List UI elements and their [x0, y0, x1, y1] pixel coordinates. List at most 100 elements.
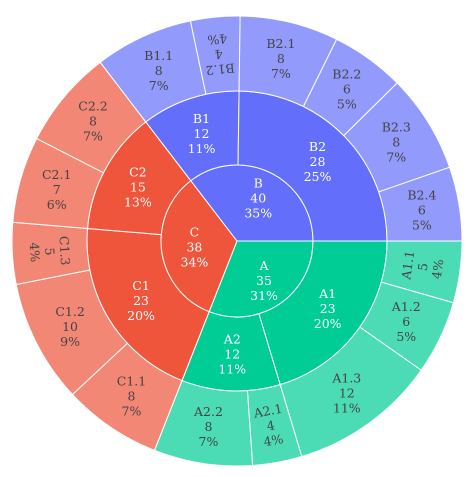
segment-value-b2-4: 6: [418, 202, 426, 217]
segment-name-a2: A2: [223, 331, 241, 346]
label-a1-2: A1.265%: [391, 299, 421, 344]
segment-percent-c1-2: 9%: [60, 334, 80, 349]
segment-value-c2: 15: [130, 179, 146, 194]
segment-percent-b1: 11%: [188, 141, 216, 156]
segment-value-a1-1: 5: [415, 262, 431, 272]
segment-percent-b2-3: 7%: [386, 150, 406, 165]
segment-value-a2: 12: [224, 346, 240, 361]
segment-c1-1[interactable]: [71, 342, 183, 451]
segment-c1-2[interactable]: [15, 269, 129, 396]
segment-percent-c1-1: 7%: [122, 403, 142, 418]
segment-percent-b2: 25%: [304, 169, 332, 184]
segment-value-a2-1: 4: [265, 417, 276, 433]
segment-percent-a2: 11%: [218, 361, 246, 376]
label-c1-3: C1.354%: [27, 235, 73, 265]
segment-percent-a2-1: 4%: [262, 431, 284, 449]
label-c2-2: C2.287%: [78, 98, 107, 143]
segment-value-c1: 23: [133, 293, 149, 308]
segment-c1-3[interactable]: [11, 221, 91, 286]
segment-value-a1: 23: [320, 301, 336, 316]
label-a2-2: A2.287%: [193, 404, 223, 449]
segment-name-b1: B1: [193, 111, 210, 126]
segment-b2-2[interactable]: [302, 38, 398, 137]
segment-name-b2-1: B2.1: [266, 36, 295, 51]
segment-name-c: C: [190, 224, 200, 239]
segment-name-b2-2: B2.2: [332, 67, 361, 82]
segment-b2-1[interactable]: [238, 15, 338, 108]
segment-a2-1[interactable]: [246, 384, 303, 466]
segment-b2-4[interactable]: [378, 166, 463, 242]
segment-a2-2[interactable]: [153, 379, 254, 467]
segment-percent-b2-2: 5%: [337, 97, 357, 112]
segment-name-c2: C2: [129, 164, 147, 179]
segment-name-b1-1: B1.1: [144, 48, 173, 63]
segment-percent-b1-1: 7%: [149, 78, 169, 93]
segment-percent-a1-3: 11%: [333, 401, 361, 416]
segment-percent-a1: 20%: [314, 316, 342, 331]
segment-name-a1-2: A1.2: [391, 299, 421, 314]
segment-value-c1-2: 10: [62, 319, 78, 334]
segment-name-c1-2: C1.2: [55, 304, 84, 319]
segment-percent-a: 31%: [250, 288, 278, 303]
segment-name-b2-4: B2.4: [407, 187, 436, 202]
segment-value-a1-2: 6: [402, 314, 410, 329]
segment-name-b2: B2: [309, 139, 326, 154]
segment-percent-b: 35%: [244, 205, 272, 220]
segment-value-a: 35: [256, 273, 272, 288]
segment-value-b2-1: 8: [277, 51, 285, 66]
label-b1-1: B1.187%: [144, 48, 173, 93]
label-b2-3: B2.387%: [382, 120, 411, 165]
segment-c2-2[interactable]: [35, 61, 147, 174]
label-b2-1: B2.187%: [266, 36, 295, 81]
segment-b1-2[interactable]: [189, 15, 241, 95]
segment-b1-1[interactable]: [99, 20, 207, 123]
segment-name-a: A: [258, 258, 269, 273]
segment-value-c: 38: [186, 239, 202, 254]
segment-name-a2-1: A2.1: [251, 401, 283, 421]
segment-name-b1-2: B1.2: [205, 60, 235, 78]
label-c1-1: C1.187%: [117, 373, 146, 418]
segment-b2-3[interactable]: [343, 82, 451, 193]
label-a1-1: A1.154%: [398, 250, 446, 282]
label-b1-2: B1.244%: [205, 31, 235, 78]
segment-value-b1-1: 8: [155, 63, 163, 78]
segment-value-c2-1: 7: [53, 182, 61, 197]
segment-value-a2-2: 8: [204, 419, 212, 434]
segment-percent-b2-1: 7%: [271, 66, 291, 81]
segment-name-c1-3: C1.3: [56, 235, 73, 265]
segment-a1-3[interactable]: [279, 326, 422, 458]
segment-value-b1-2: 4: [214, 47, 223, 63]
segment-value-c1-3: 5: [42, 247, 57, 256]
segment-name-a2-2: A2.2: [193, 404, 223, 419]
segment-name-b: B: [254, 175, 263, 190]
segment-value-b2-2: 6: [343, 82, 351, 97]
segment-percent-c2: 13%: [124, 194, 152, 209]
segment-percent-a2-2: 7%: [199, 434, 219, 449]
segment-percent-b2-4: 5%: [412, 217, 432, 232]
segment-name-a1-3: A1.3: [331, 371, 361, 386]
segment-c2-1[interactable]: [12, 137, 105, 230]
segment-value-a1-3: 12: [339, 386, 355, 401]
label-b2-2: B2.265%: [332, 67, 361, 112]
segment-name-c1-1: C1.1: [117, 373, 146, 388]
segment-percent-b1-2: 4%: [207, 31, 228, 48]
segment-name-a1: A1: [318, 286, 336, 301]
segment-percent-c: 34%: [181, 254, 209, 269]
segment-value-b: 40: [250, 190, 266, 205]
segment-value-c1-1: 8: [128, 388, 136, 403]
segment-name-b2-3: B2.3: [382, 120, 411, 135]
segment-a1-2[interactable]: [359, 281, 454, 371]
segment-value-b1: 12: [194, 126, 210, 141]
segment-percent-a1-2: 5%: [396, 329, 416, 344]
